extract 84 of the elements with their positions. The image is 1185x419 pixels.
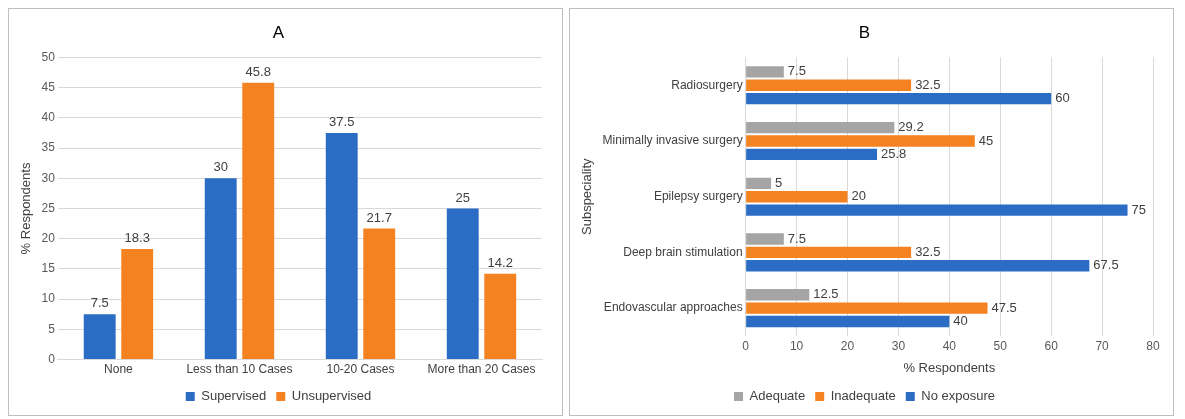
y-tick-label: Deep brain stimulation <box>623 244 743 259</box>
legend-label: No exposure <box>921 388 995 404</box>
x-tick-label: 10-20 Cases <box>326 362 395 377</box>
y-tick-label: 15 <box>41 261 56 276</box>
bar <box>484 273 517 360</box>
bar <box>446 208 479 360</box>
bar <box>363 228 396 360</box>
y-tick-label: 45 <box>41 79 56 94</box>
x-tick-label: 10 <box>789 338 804 353</box>
data-label: 21.7 <box>366 209 392 225</box>
y-tick-label: Epilepsy surgery <box>653 189 743 204</box>
x-tick-label: 30 <box>891 338 906 353</box>
y-tick-label: 30 <box>41 170 56 185</box>
bar <box>746 315 950 328</box>
chart-title: B <box>858 22 871 42</box>
data-label: 25 <box>455 189 470 205</box>
data-label: 25.8 <box>881 145 907 161</box>
y-tick-label: 20 <box>41 231 56 246</box>
data-label: 12.5 <box>813 286 839 302</box>
bar <box>121 249 154 360</box>
data-label: 37.5 <box>329 114 355 130</box>
data-label: 7.5 <box>787 63 806 79</box>
data-label: 45.8 <box>245 63 271 79</box>
y-tick-label: 0 <box>48 351 56 366</box>
x-tick-label: 70 <box>1095 338 1110 353</box>
bar <box>746 191 848 203</box>
y-tick-label: 5 <box>48 321 56 336</box>
x-tick-label: 20 <box>840 338 855 353</box>
bar <box>746 204 1128 216</box>
bar <box>746 246 912 259</box>
y-tick-label: 35 <box>41 140 56 155</box>
y-axis-title: Subspeciality <box>579 157 595 235</box>
y-tick-label: Minimally invasive surgery <box>602 133 743 148</box>
data-label: 75 <box>1131 201 1147 217</box>
data-label: 29.2 <box>898 119 924 135</box>
x-axis-title: % Respondents <box>903 359 996 375</box>
bar <box>746 302 988 314</box>
x-tick-label: 80 <box>1146 338 1160 353</box>
x-tick-label: None <box>104 362 134 377</box>
x-tick-label: 40 <box>942 338 957 353</box>
y-tick-label: 50 <box>41 49 56 64</box>
bar <box>83 314 116 360</box>
y-tick-label: Endovascular approaches <box>603 300 743 315</box>
x-tick-label: More than 20 Cases <box>427 362 536 377</box>
legend-label: Inadequate <box>830 388 896 404</box>
data-label: 32.5 <box>915 76 941 92</box>
legend-label: Unsupervised <box>291 388 372 404</box>
data-label: 45 <box>978 132 994 148</box>
bar <box>746 148 878 161</box>
data-label: 60 <box>1055 90 1070 106</box>
data-label: 32.5 <box>915 244 941 259</box>
y-tick-label: Radiosurgery <box>671 77 743 92</box>
data-label: 47.5 <box>991 299 1017 315</box>
bar <box>325 132 358 360</box>
data-label: 7.5 <box>787 230 806 246</box>
x-tick-label: Less than 10 Cases <box>186 362 293 377</box>
bar <box>746 289 810 301</box>
data-label: 30 <box>213 159 228 175</box>
data-label: 20 <box>851 188 866 204</box>
y-tick-label: 10 <box>41 291 56 306</box>
legend-label: Supervised <box>201 388 267 404</box>
x-tick-label: 60 <box>1044 338 1059 353</box>
bar <box>204 178 237 360</box>
data-label: 14.2 <box>487 254 513 270</box>
bar <box>746 177 772 190</box>
data-label: 67.5 <box>1093 257 1119 273</box>
y-tick-label: 25 <box>41 200 56 215</box>
data-label: 5 <box>775 174 783 190</box>
bar <box>746 79 912 91</box>
bar <box>242 82 275 360</box>
bar <box>746 233 784 245</box>
bar <box>746 66 784 78</box>
data-label: 7.5 <box>90 295 109 311</box>
bar <box>746 121 895 134</box>
legend-label: Adequate <box>749 388 806 404</box>
y-axis-title: % Respondents <box>18 162 34 255</box>
y-tick-label: 40 <box>41 110 56 125</box>
data-label: 40 <box>953 313 968 329</box>
bar <box>746 260 1090 272</box>
chart-title: A <box>272 22 285 42</box>
bar <box>746 92 1052 105</box>
data-label: 18.3 <box>124 230 150 246</box>
x-tick-label: 50 <box>993 338 1008 353</box>
bar <box>746 135 975 147</box>
